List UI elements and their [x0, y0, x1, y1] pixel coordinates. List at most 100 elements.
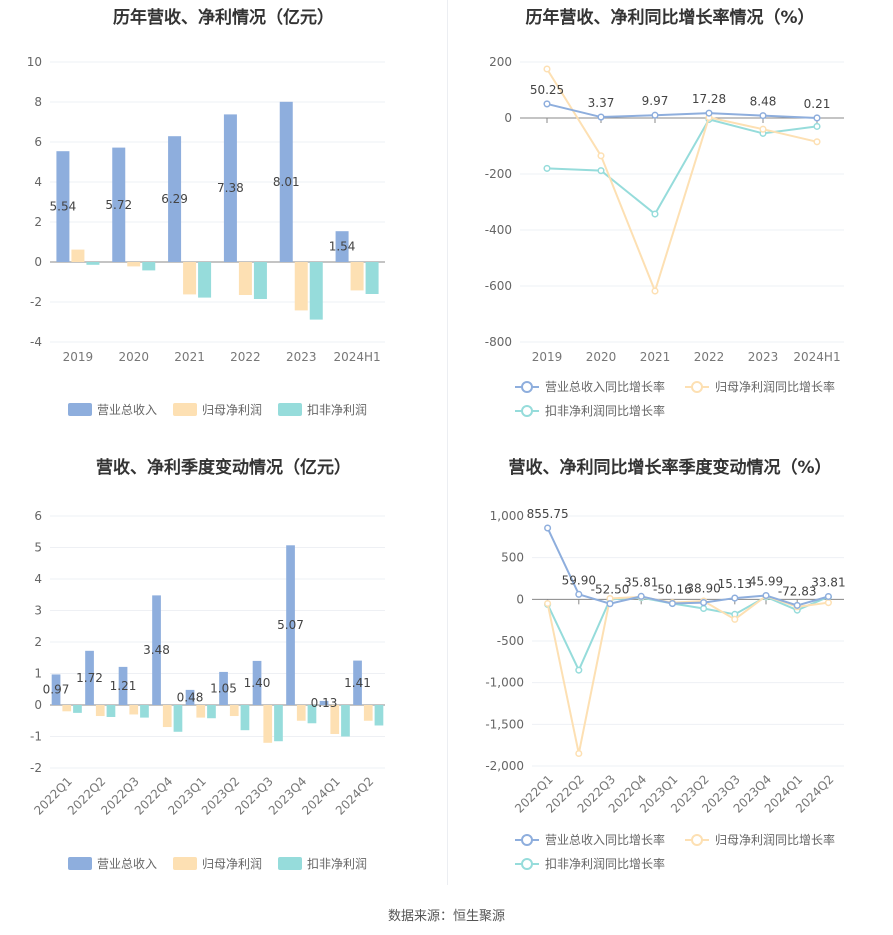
- data-label: 8.48: [750, 95, 777, 109]
- data-point: [813, 122, 821, 130]
- data-point: [762, 591, 770, 600]
- chart-title: 营收、净利同比增长率季度变动情况（%）: [508, 458, 832, 478]
- y-tick-label: -1,000: [485, 676, 524, 690]
- data-label: 0.21: [804, 97, 831, 111]
- annual-amount-chart: -4 -2 0 2 4 6 8 10 2019 2020 2021 2022 2023 2024H1 5.5…: [27, 55, 385, 417]
- bar: [207, 705, 216, 719]
- y-tick-label: -800: [485, 335, 512, 349]
- y-tick-label: -600: [485, 279, 512, 293]
- data-label: -72.83: [778, 584, 817, 598]
- data-point: [597, 167, 605, 175]
- data-label: 50.25: [530, 83, 564, 97]
- data-point: [705, 109, 713, 117]
- bar: [112, 147, 126, 262]
- data-point: [700, 604, 708, 613]
- legend-label: 归母净利润: [202, 403, 262, 417]
- bar: [140, 705, 149, 718]
- bar: [296, 705, 306, 721]
- y-tick-label: 4: [34, 572, 42, 586]
- legend-label: 扣非净利润同比增长率: [545, 403, 665, 418]
- legend-marker: [521, 405, 533, 417]
- legend-swatch: [278, 857, 302, 870]
- data-label: 9.97: [642, 94, 669, 108]
- quarter-amount-chart: -2-101234562022Q12022Q22022Q32022Q42023Q…: [30, 509, 385, 871]
- x-tick-label: 2020: [118, 350, 149, 364]
- bar: [335, 231, 349, 262]
- y-tick-label: -2: [30, 761, 42, 775]
- bar: [85, 650, 94, 705]
- x-tick-label: 2024H1: [793, 350, 840, 364]
- y-tick-label: 0: [34, 255, 42, 269]
- legend-swatch: [173, 403, 197, 416]
- data-point: [731, 615, 739, 623]
- bar: [274, 705, 283, 742]
- data-point: [606, 600, 614, 608]
- data-label: 35.81: [624, 575, 658, 589]
- data-label: 0.48: [177, 690, 204, 704]
- panel-quarter-growth: 营收、净利同比增长率季度变动情况（%） -2,000 -1,500 -1,000 -5…: [447, 450, 893, 890]
- data-label: 5.54: [50, 200, 77, 214]
- x-tick-label: 2024H1: [333, 350, 380, 364]
- y-tick-label: -200: [485, 167, 512, 181]
- bar: [223, 114, 237, 263]
- bar: [71, 249, 85, 262]
- y-tick-label: -500: [497, 634, 524, 648]
- legend-swatch: [68, 857, 92, 870]
- data-label: 33.81: [811, 576, 845, 590]
- y-tick-label: 500: [501, 551, 524, 565]
- legend-label: 营业总收入: [97, 403, 157, 417]
- data-label: 7.38: [217, 181, 244, 195]
- data-label: 38.90: [686, 582, 720, 596]
- y-tick-label: -1,500: [485, 717, 524, 731]
- bar: [95, 705, 105, 717]
- bar: [127, 262, 141, 267]
- data-point: [575, 749, 583, 758]
- x-tick-label: 2019: [63, 350, 94, 364]
- data-point: [575, 590, 583, 598]
- panel-annual-amount: 历年营收、净利情况（亿元） -4 -2 0 2 4 6 8 10 2019 2020 2021 202…: [0, 0, 447, 440]
- bar: [173, 705, 183, 732]
- chart-title: 历年营收、净利情况（亿元）: [113, 8, 334, 28]
- y-tick-label: 5: [34, 541, 42, 555]
- data-label: -50.16: [653, 583, 692, 597]
- data-label: 45.99: [749, 575, 783, 589]
- y-tick-label: 4: [34, 175, 42, 189]
- bar: [279, 101, 293, 262]
- data-point: [700, 599, 708, 607]
- y-tick-label: -2: [30, 295, 42, 309]
- bar: [341, 705, 350, 737]
- legend-label: 营业总收入: [97, 857, 157, 871]
- y-tick-label: 0: [516, 592, 524, 606]
- y-tick-label: 10: [27, 55, 42, 69]
- bar: [183, 262, 197, 295]
- panel-annual-growth: 历年营收、净利同比增长率情况（%） -800 -600 -400 -200 0 200 20…: [447, 0, 893, 440]
- data-label: 1.72: [76, 671, 103, 685]
- legend-swatch: [278, 403, 302, 416]
- x-tick-label: 2021: [640, 350, 671, 364]
- data-label: 0.13: [311, 696, 338, 710]
- data-point: [824, 592, 832, 601]
- x-tick-label: 2020: [586, 350, 617, 364]
- data-label: 1.54: [329, 240, 356, 254]
- y-tick-label: 2: [34, 215, 42, 229]
- data-label: 5.72: [105, 198, 132, 212]
- legend-label: 营业总收入同比增长率: [545, 379, 665, 394]
- x-tick-label: 2023: [286, 350, 317, 364]
- data-label: 8.01: [273, 175, 300, 189]
- y-tick-label: -2,000: [485, 759, 524, 773]
- y-tick-label: -1: [30, 730, 42, 744]
- bar: [168, 136, 182, 262]
- legend-label: 营业总收入同比增长率: [545, 832, 665, 847]
- legend-marker: [691, 381, 703, 393]
- chart-title: 营收、净利季度变动情况（亿元）: [96, 458, 351, 478]
- legend-label: 归母净利润同比增长率: [715, 832, 835, 847]
- bar: [253, 262, 267, 299]
- bar: [263, 705, 273, 743]
- data-label: 1.40: [244, 676, 271, 690]
- panel-quarter-amount: 营收、净利季度变动情况（亿元） -2 -1 0 1 2 3 4 5 6 2022Q1 2022Q2 2…: [0, 450, 447, 890]
- y-tick-label: 6: [34, 509, 42, 523]
- data-point: [543, 65, 551, 73]
- legend-marker: [521, 381, 533, 393]
- legend-marker: [691, 834, 703, 846]
- bar: [286, 545, 295, 705]
